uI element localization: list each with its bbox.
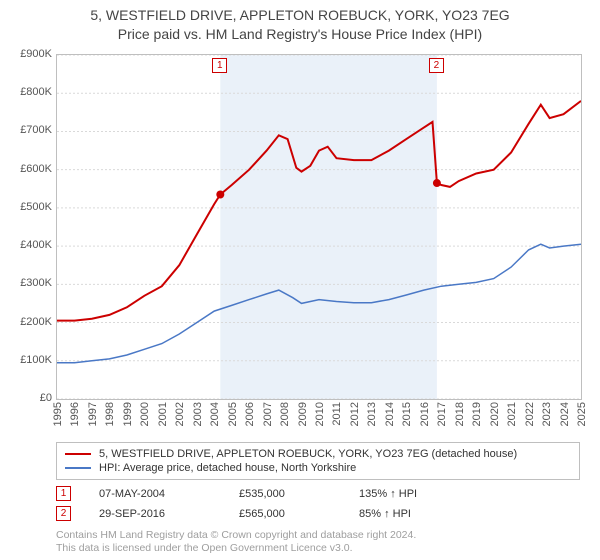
- sale-price-1: £535,000: [239, 488, 359, 500]
- x-tick-label: 2015: [401, 402, 413, 426]
- legend: 5, WESTFIELD DRIVE, APPLETON ROEBUCK, YO…: [56, 442, 580, 480]
- x-tick-label: 2014: [384, 402, 396, 426]
- plot-area: [56, 54, 582, 400]
- y-tick-label: £400K: [20, 239, 52, 251]
- x-tick-label: 2021: [506, 402, 518, 426]
- x-tick-label: 2011: [331, 402, 343, 426]
- legend-label-hpi: HPI: Average price, detached house, Nort…: [99, 462, 356, 474]
- x-tick-label: 1995: [52, 402, 64, 426]
- x-tick-label: 1996: [69, 402, 81, 426]
- x-tick-label: 2013: [366, 402, 378, 426]
- x-tick-label: 2017: [436, 402, 448, 426]
- x-tick-label: 2022: [524, 402, 536, 426]
- sale-price-2: £565,000: [239, 508, 359, 520]
- x-tick-label: 2018: [454, 402, 466, 426]
- x-tick-label: 1999: [122, 402, 134, 426]
- x-tick-label: 2020: [489, 402, 501, 426]
- sale-date-2: 29-SEP-2016: [99, 508, 239, 520]
- sale-key-1: 1: [56, 486, 71, 501]
- x-tick-label: 2019: [471, 402, 483, 426]
- x-tick-label: 1997: [87, 402, 99, 426]
- x-tick-label: 2023: [541, 402, 553, 426]
- sale-marker-1: 1: [212, 58, 227, 73]
- legend-swatch-property: [65, 453, 91, 455]
- legend-item-property: 5, WESTFIELD DRIVE, APPLETON ROEBUCK, YO…: [65, 447, 571, 461]
- sale-key-2: 2: [56, 506, 71, 521]
- y-tick-label: £800K: [20, 86, 52, 98]
- x-tick-label: 2016: [419, 402, 431, 426]
- footer-line-1: Contains HM Land Registry data © Crown c…: [56, 529, 416, 541]
- x-tick-label: 2003: [192, 402, 204, 426]
- chart-title: 5, WESTFIELD DRIVE, APPLETON ROEBUCK, YO…: [0, 0, 600, 44]
- y-tick-label: £600K: [20, 163, 52, 175]
- x-tick-label: 2008: [279, 402, 291, 426]
- y-tick-label: £0: [40, 392, 52, 404]
- legend-item-hpi: HPI: Average price, detached house, Nort…: [65, 461, 571, 475]
- x-tick-label: 2010: [314, 402, 326, 426]
- y-tick-label: £100K: [20, 354, 52, 366]
- title-line-2: Price paid vs. HM Land Registry's House …: [118, 26, 482, 42]
- title-line-1: 5, WESTFIELD DRIVE, APPLETON ROEBUCK, YO…: [90, 7, 509, 23]
- y-tick-label: £500K: [20, 201, 52, 213]
- x-tick-label: 2009: [297, 402, 309, 426]
- sale-pct-2: 85% ↑ HPI: [359, 508, 479, 520]
- x-tick-label: 2006: [244, 402, 256, 426]
- sale-pct-1: 135% ↑ HPI: [359, 488, 479, 500]
- legend-label-property: 5, WESTFIELD DRIVE, APPLETON ROEBUCK, YO…: [99, 448, 517, 460]
- x-tick-label: 2012: [349, 402, 361, 426]
- x-tick-label: 2002: [174, 402, 186, 426]
- x-tick-label: 2025: [576, 402, 588, 426]
- sale-marker-2: 2: [429, 58, 444, 73]
- x-tick-label: 2000: [139, 402, 151, 426]
- chart-container: 5, WESTFIELD DRIVE, APPLETON ROEBUCK, YO…: [0, 0, 600, 560]
- legend-swatch-hpi: [65, 467, 91, 469]
- x-tick-label: 1998: [104, 402, 116, 426]
- y-tick-label: £300K: [20, 277, 52, 289]
- y-tick-label: £900K: [20, 48, 52, 60]
- x-tick-label: 2001: [157, 402, 169, 426]
- footer: Contains HM Land Registry data © Crown c…: [56, 529, 580, 556]
- x-tick-label: 2004: [209, 402, 221, 426]
- plot-svg: [57, 55, 581, 399]
- sale-row-2: 2 29-SEP-2016 £565,000 85% ↑ HPI: [56, 506, 580, 521]
- x-tick-label: 2007: [262, 402, 274, 426]
- sale-row-1: 1 07-MAY-2004 £535,000 135% ↑ HPI: [56, 486, 580, 501]
- x-tick-label: 2024: [559, 402, 571, 426]
- footer-line-2: This data is licensed under the Open Gov…: [56, 542, 353, 554]
- sale-date-1: 07-MAY-2004: [99, 488, 239, 500]
- x-tick-label: 2005: [227, 402, 239, 426]
- y-tick-label: £700K: [20, 124, 52, 136]
- y-tick-label: £200K: [20, 316, 52, 328]
